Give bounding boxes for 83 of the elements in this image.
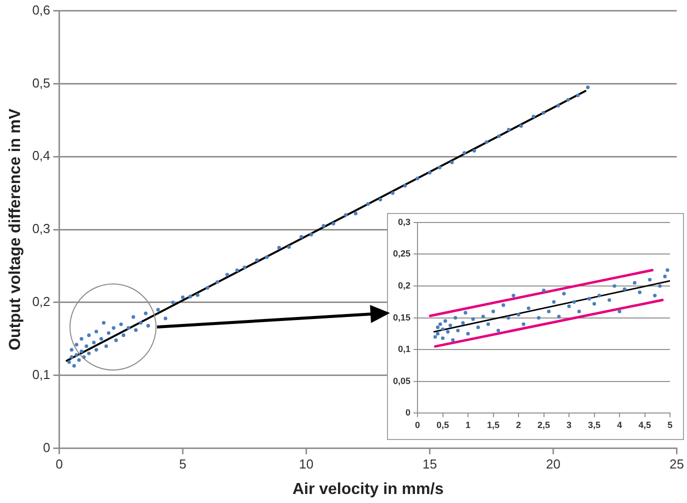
point <box>516 312 520 316</box>
point <box>618 310 622 314</box>
point <box>547 310 551 314</box>
x-tick-label: 0,5 <box>436 420 450 430</box>
x-tick-label: 1,5 <box>487 420 500 430</box>
x-tick-label: 5 <box>667 420 673 430</box>
x-tick-label: 3,5 <box>588 420 601 430</box>
point <box>522 322 526 326</box>
y-tick-label: 0,05 <box>392 376 411 386</box>
point <box>456 328 460 332</box>
point <box>622 287 626 291</box>
point <box>433 335 437 339</box>
x-tick-label: 5 <box>179 456 186 472</box>
point <box>567 304 571 308</box>
x-tick-label: 1 <box>466 420 471 430</box>
y-tick-label: 0,25 <box>392 248 411 259</box>
point <box>536 316 541 320</box>
point <box>446 330 450 334</box>
point <box>436 326 440 330</box>
point <box>658 284 662 288</box>
y-tick-label: 0,15 <box>392 312 411 322</box>
y-tick-label: 0,2 <box>32 294 50 309</box>
point <box>608 298 612 302</box>
x-tick-label: 0 <box>415 420 420 430</box>
point <box>598 294 602 298</box>
point <box>466 332 470 336</box>
point <box>448 324 452 328</box>
x-tick-label: 3 <box>566 420 572 430</box>
point <box>461 321 465 325</box>
point <box>572 300 576 304</box>
point <box>653 294 657 298</box>
point <box>648 278 652 282</box>
point <box>557 314 561 318</box>
x-tick-label: 0 <box>56 456 63 472</box>
x-axis-title: Air velocity in mm/s <box>292 480 444 498</box>
y-tick-label: 0,6 <box>32 2 50 18</box>
y-tick-label: 0 <box>43 440 50 455</box>
y-tick-label: 0,1 <box>32 366 50 382</box>
x-tick-label: 2,5 <box>538 420 550 430</box>
x-tick-label: 2 <box>516 420 522 430</box>
point <box>663 274 667 278</box>
point <box>491 310 496 314</box>
point <box>542 288 546 292</box>
point <box>476 326 480 330</box>
y-tick-label: 0,2 <box>398 280 411 290</box>
point <box>502 303 506 307</box>
point <box>552 300 556 304</box>
point <box>454 316 458 320</box>
point <box>481 314 485 318</box>
point <box>438 322 442 326</box>
point <box>612 284 616 288</box>
point <box>592 302 596 306</box>
y-tick-label: 0,5 <box>32 75 50 90</box>
y-tick-label: 0 <box>406 408 411 418</box>
point <box>526 306 530 310</box>
y-tick-label: 0,3 <box>32 221 50 236</box>
y-tick-label: 0,1 <box>398 344 411 354</box>
x-tick-label: 15 <box>422 456 438 472</box>
point <box>440 336 445 340</box>
point <box>451 338 455 342</box>
y-tick-label: 0,3 <box>398 216 411 227</box>
point <box>638 290 642 294</box>
point <box>464 310 468 315</box>
point <box>486 322 490 326</box>
x-tick-label: 4,5 <box>638 420 652 430</box>
point <box>506 316 510 320</box>
x-tick-label: 25 <box>670 456 684 472</box>
point <box>562 292 566 296</box>
point <box>440 327 445 332</box>
point <box>471 317 475 321</box>
y-axis-title: Output voltage difference in mV <box>7 108 24 350</box>
point <box>666 268 670 272</box>
point <box>512 294 516 298</box>
point <box>632 281 636 285</box>
point <box>577 310 581 314</box>
point <box>496 328 500 332</box>
x-tick-label: 10 <box>299 456 314 472</box>
x-tick-label: 4 <box>616 420 622 430</box>
x-tick-label: 20 <box>546 456 561 472</box>
point <box>587 296 592 301</box>
point <box>443 319 448 323</box>
y-tick-label: 0,4 <box>32 148 50 164</box>
point <box>436 332 440 336</box>
